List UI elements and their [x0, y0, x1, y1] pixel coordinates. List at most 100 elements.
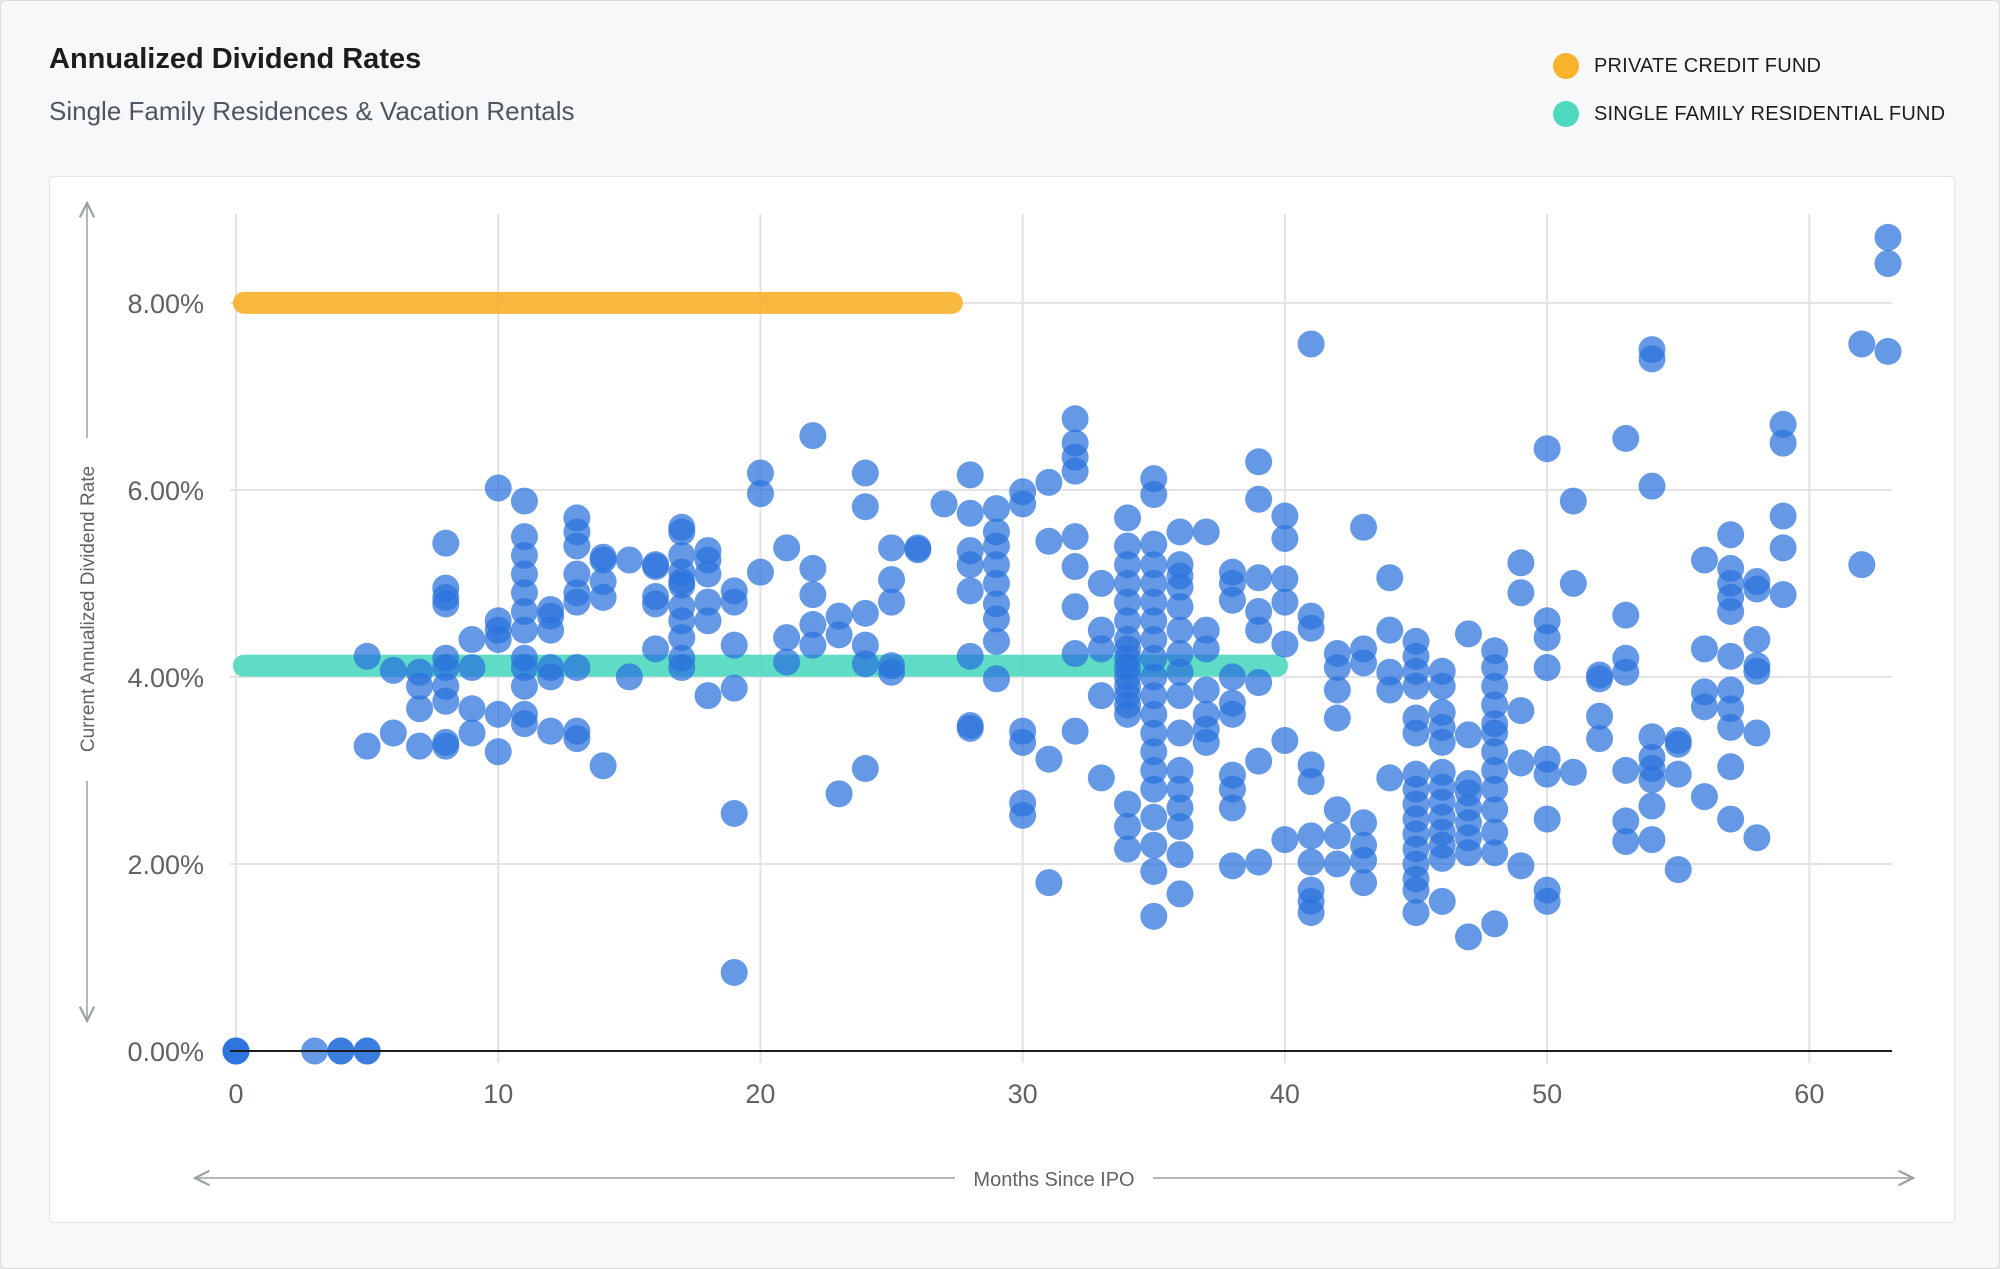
data-point	[799, 631, 827, 659]
data-point	[1114, 813, 1142, 841]
data-point	[1166, 682, 1194, 710]
data-point	[510, 541, 538, 569]
data-point	[1218, 689, 1246, 717]
data-point	[1140, 551, 1168, 579]
data-point	[1612, 601, 1640, 629]
data-point	[1271, 588, 1299, 616]
data-point	[956, 642, 984, 670]
legend-item-private-credit-fund[interactable]: PRIVATE CREDIT FUND	[1553, 53, 1821, 79]
data-point	[1533, 805, 1561, 833]
data-point	[825, 602, 853, 630]
data-point	[1874, 223, 1902, 251]
data-point	[904, 534, 932, 562]
data-point	[1874, 250, 1902, 278]
data-point	[510, 616, 538, 644]
data-point	[432, 574, 460, 602]
legend-swatch-single-family-residential-fund	[1553, 101, 1579, 127]
data-point	[1140, 857, 1168, 885]
data-point	[1376, 616, 1404, 644]
chart-title: Annualized Dividend Rates	[49, 43, 422, 75]
legend-label-private-credit-fund: PRIVATE CREDIT FUND	[1594, 54, 1822, 77]
data-point	[1035, 468, 1063, 496]
data-point	[1612, 828, 1640, 856]
data-point	[1114, 569, 1142, 597]
data-point	[1166, 551, 1194, 579]
data-point	[1612, 807, 1640, 835]
data-point	[1350, 809, 1378, 837]
data-point	[510, 597, 538, 625]
y-tick-label: 6.00%	[127, 476, 204, 506]
data-point	[1166, 640, 1194, 668]
data-point	[1690, 783, 1718, 811]
data-point	[1481, 796, 1509, 824]
data-point	[484, 607, 512, 635]
data-point	[615, 663, 643, 691]
data-point	[1140, 738, 1168, 766]
data-point	[1192, 676, 1220, 704]
data-point	[642, 635, 670, 663]
data-point	[1350, 831, 1378, 859]
data-point	[1323, 640, 1351, 668]
data-point	[510, 579, 538, 607]
data-point	[1481, 818, 1509, 846]
data-point	[694, 682, 722, 710]
data-point	[1035, 527, 1063, 555]
data-point	[1717, 753, 1745, 781]
data-point	[851, 459, 879, 487]
data-point	[1428, 698, 1456, 726]
data-point	[1586, 661, 1614, 689]
data-point	[1218, 558, 1246, 586]
data-point	[1192, 616, 1220, 644]
data-point	[642, 551, 670, 579]
data-point	[1061, 523, 1089, 551]
data-point	[1454, 923, 1482, 951]
data-point	[1743, 626, 1771, 653]
data-point	[379, 719, 407, 747]
data-point	[1481, 738, 1509, 766]
data-point	[484, 474, 512, 502]
data-point	[1428, 758, 1456, 786]
x-tick-label: 20	[745, 1079, 775, 1109]
data-point	[1690, 546, 1718, 574]
data-point	[1717, 695, 1745, 723]
legend-item-single-family-residential-fund[interactable]: SINGLE FAMILY RESIDENTIAL FUND	[1553, 101, 1945, 127]
data-point	[1350, 513, 1378, 541]
data-point	[1507, 579, 1535, 607]
data-point	[1402, 704, 1430, 732]
data-point	[1612, 424, 1640, 452]
data-point	[956, 712, 984, 740]
data-point	[1717, 521, 1745, 549]
data-point	[1087, 635, 1115, 663]
data-point	[1638, 472, 1666, 500]
data-point	[1454, 620, 1482, 648]
data-point	[1140, 607, 1168, 635]
data-point	[1140, 831, 1168, 859]
data-point	[1061, 717, 1089, 745]
data-point	[353, 642, 381, 670]
data-point	[1192, 635, 1220, 663]
data-point	[1192, 518, 1220, 546]
data-point	[1481, 672, 1509, 700]
data-point	[1166, 841, 1194, 869]
data-point	[510, 487, 538, 515]
data-point	[1664, 727, 1692, 755]
data-point	[799, 554, 827, 582]
data-point	[1218, 852, 1246, 880]
data-point	[851, 599, 879, 627]
data-point	[1140, 775, 1168, 803]
x-tick-label: 50	[1532, 1079, 1562, 1109]
data-point	[484, 738, 512, 766]
data-point	[1481, 775, 1509, 803]
data-point	[1140, 700, 1168, 728]
data-point	[1140, 569, 1168, 597]
data-point	[1114, 626, 1142, 653]
data-point	[432, 672, 460, 700]
x-tick-label: 30	[1008, 1079, 1038, 1109]
data-point	[379, 656, 407, 684]
data-point	[1769, 429, 1797, 457]
data-point	[825, 780, 853, 808]
data-point	[851, 493, 879, 521]
data-point	[458, 719, 486, 747]
x-tick-label: 40	[1270, 1079, 1300, 1109]
